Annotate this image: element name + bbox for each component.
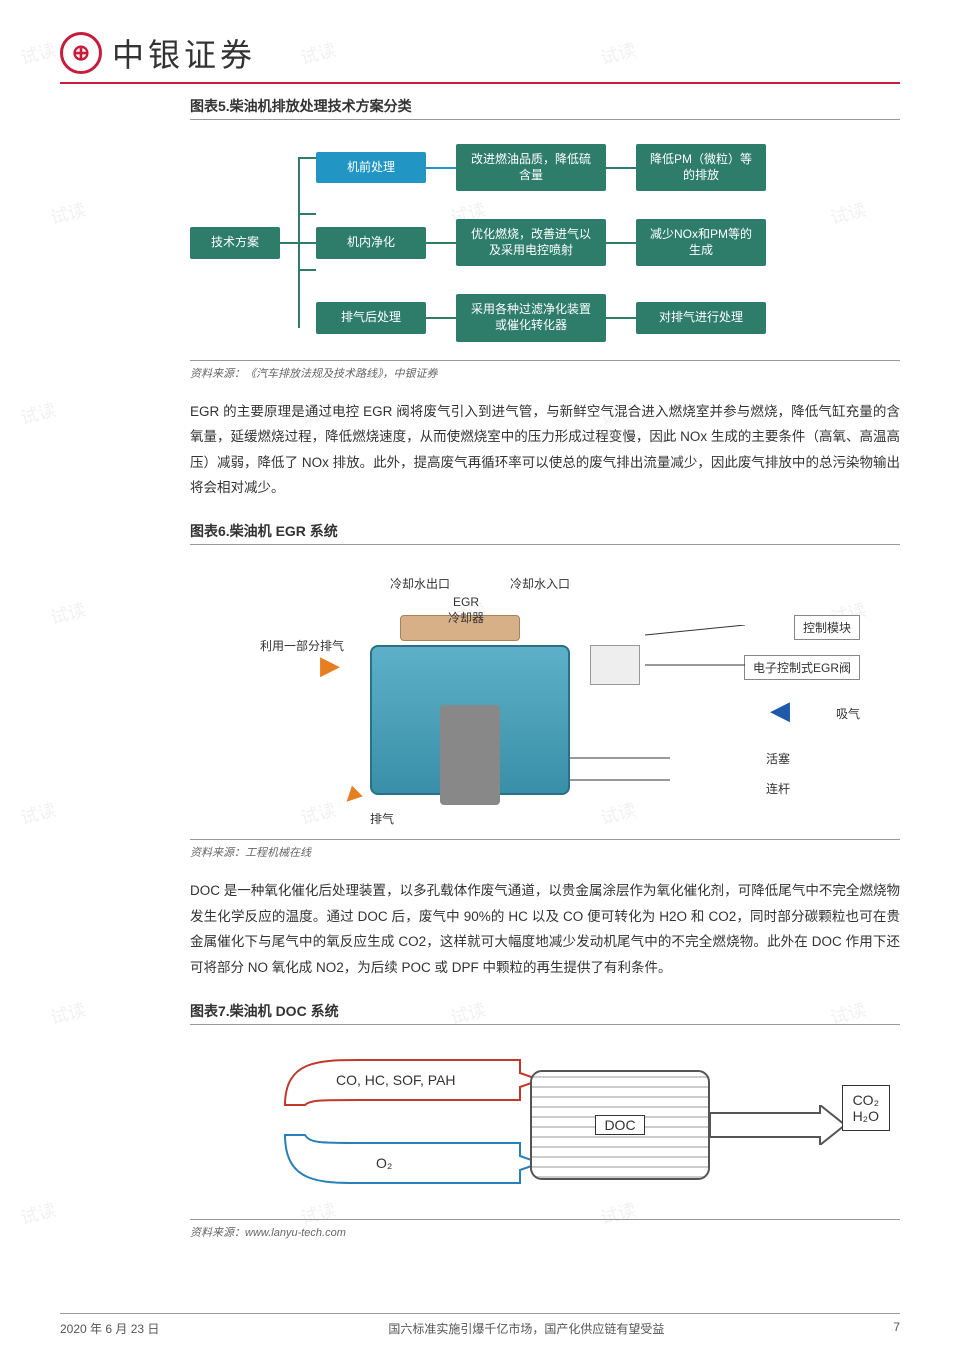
flow-mid-0: 机前处理: [316, 152, 426, 184]
flow-r1-2: 采用各种过滤净化装置或催化转化器: [456, 294, 606, 341]
doc-cylinder: DOC: [530, 1070, 710, 1180]
flow-connector: [426, 242, 456, 244]
flow-r2-1: 减少NOx和PM等的生成: [636, 219, 766, 266]
flow-mid-1: 机内净化: [316, 227, 426, 259]
figure6-title: 图表6.柴油机 EGR 系统: [190, 521, 900, 545]
figure7-diagram: CO, HC, SOF, PAH O₂ DOC CO₂ H₂O: [190, 1035, 900, 1215]
page-footer: 2020 年 6 月 23 日 国六标准实施引爆千亿市场，国产化供应链有望受益 …: [60, 1313, 900, 1337]
egr-leader-line: [570, 750, 680, 790]
watermark: 试读: [17, 36, 59, 70]
egr-label-coolant-in: 冷却水入口: [510, 575, 570, 592]
figure6-source: 资料来源：工程机械在线: [190, 839, 900, 860]
flow-mid-2: 排气后处理: [316, 302, 426, 334]
doc-input-bottom: O₂: [370, 1153, 398, 1173]
watermark: 试读: [17, 396, 59, 430]
flow-r2-2: 对排气进行处理: [636, 302, 766, 334]
page-header: ⊕ 中银证券: [60, 30, 900, 84]
flow-connector: [426, 167, 456, 169]
flow-root: 技术方案: [190, 227, 280, 259]
watermark: 试读: [17, 1196, 59, 1230]
flow-r1-0: 改进燃油品质，降低硫含量: [456, 144, 606, 191]
egr-label-exhaust: 排气: [370, 810, 394, 827]
doc-label: DOC: [595, 1115, 644, 1135]
exhaust-arrow-icon: ▼: [333, 776, 373, 816]
flow-connector: [426, 317, 456, 319]
intake-arrow-icon: ◀: [770, 695, 790, 726]
figure5-source: 资料来源：《汽车排放法规及技术路线》，中银证券: [190, 360, 900, 381]
footer-title: 国六标准实施引爆千亿市场，国产化供应链有望受益: [388, 1320, 664, 1337]
paragraph-doc: DOC 是一种氧化催化后处理装置，以多孔载体作废气通道，以贵金属涂层作为氧化催化…: [190, 878, 900, 981]
doc-output-2: H₂O: [853, 1108, 879, 1124]
figure5-flowchart: 技术方案 机前处理 改进燃油品质，降低硫含量 降低PM（微粒）等的排放 机内净化…: [190, 130, 900, 356]
egr-label-piston: 活塞: [766, 750, 790, 767]
figure6-diagram: 冷却水出口 冷却水入口 EGR 冷却器 利用一部分排气 控制模块 电子控制式EG…: [190, 555, 900, 835]
egr-label-rod: 连杆: [766, 780, 790, 797]
doc-output: CO₂ H₂O: [842, 1085, 890, 1131]
paragraph-egr: EGR 的主要原理是通过电控 EGR 阀将废气引入到进气管，与新鲜空气混合进入燃…: [190, 399, 900, 502]
egr-control-module-box: [590, 645, 640, 685]
doc-outlet-arrow: [710, 1105, 850, 1145]
flow-r2-0: 降低PM（微粒）等的排放: [636, 144, 766, 191]
egr-piston: [440, 705, 500, 805]
figure7-title: 图表7.柴油机 DOC 系统: [190, 1001, 900, 1025]
logo-glyph: ⊕: [72, 40, 90, 66]
egr-label-intake: 吸气: [836, 705, 860, 722]
watermark: 试读: [17, 796, 59, 830]
footer-date: 2020 年 6 月 23 日: [60, 1320, 159, 1337]
footer-page: 7: [893, 1320, 900, 1337]
egr-leader-line2: [645, 625, 765, 685]
brand-logo-icon: ⊕: [60, 32, 102, 74]
egr-label-control-module: 控制模块: [794, 615, 860, 640]
figure7-source: 资料来源：www.lanyu-tech.com: [190, 1219, 900, 1240]
egr-label-cooler: EGR 冷却器: [448, 595, 484, 626]
flow-r1-1: 优化燃烧，改善进气以及采用电控喷射: [456, 219, 606, 266]
recirc-arrow-icon: ▶: [320, 650, 340, 681]
flow-connector: [606, 167, 636, 169]
doc-input-top: CO, HC, SOF, PAH: [330, 1070, 462, 1090]
flow-connector: [606, 242, 636, 244]
egr-label-coolant-out: 冷却水出口: [390, 575, 450, 592]
flow-connector: [606, 317, 636, 319]
doc-output-1: CO₂: [853, 1092, 879, 1108]
flow-branches: 机前处理 改进燃油品质，降低硫含量 降低PM（微粒）等的排放 机内净化 优化燃烧…: [316, 138, 766, 348]
figure5-title: 图表5.柴油机排放处理技术方案分类: [190, 96, 900, 120]
brand-name: 中银证券: [112, 30, 256, 76]
